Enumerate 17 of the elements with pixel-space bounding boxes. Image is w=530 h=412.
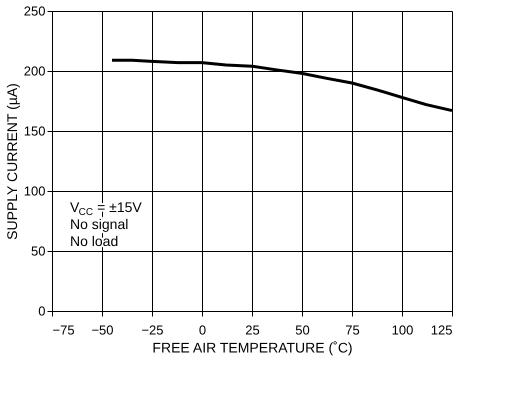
x-tick-label: 50 bbox=[295, 322, 310, 338]
y-tick-label: 250 bbox=[24, 4, 46, 18]
x-tick-label: 75 bbox=[345, 322, 360, 338]
y-tick-label: 50 bbox=[31, 244, 46, 258]
x-tick-label: 0 bbox=[198, 322, 206, 338]
x-tick-label: −75 bbox=[52, 322, 75, 338]
y-axis-title: SUPPLY CURRENT (µA) bbox=[4, 83, 20, 240]
x-tick-label: 125 bbox=[430, 322, 452, 338]
y-tick-label: 100 bbox=[24, 184, 46, 198]
x-tick-label: −25 bbox=[141, 322, 164, 338]
y-tick-label: 200 bbox=[24, 64, 46, 78]
x-axis-title: FREE AIR TEMPERATURE (˚C) bbox=[152, 340, 353, 356]
y-tick-label: 150 bbox=[24, 124, 46, 138]
x-tick-label: 100 bbox=[392, 322, 414, 338]
x-tick-label: 25 bbox=[245, 322, 260, 338]
y-tick-label: 0 bbox=[38, 304, 46, 318]
x-tick-label: −50 bbox=[91, 322, 114, 338]
